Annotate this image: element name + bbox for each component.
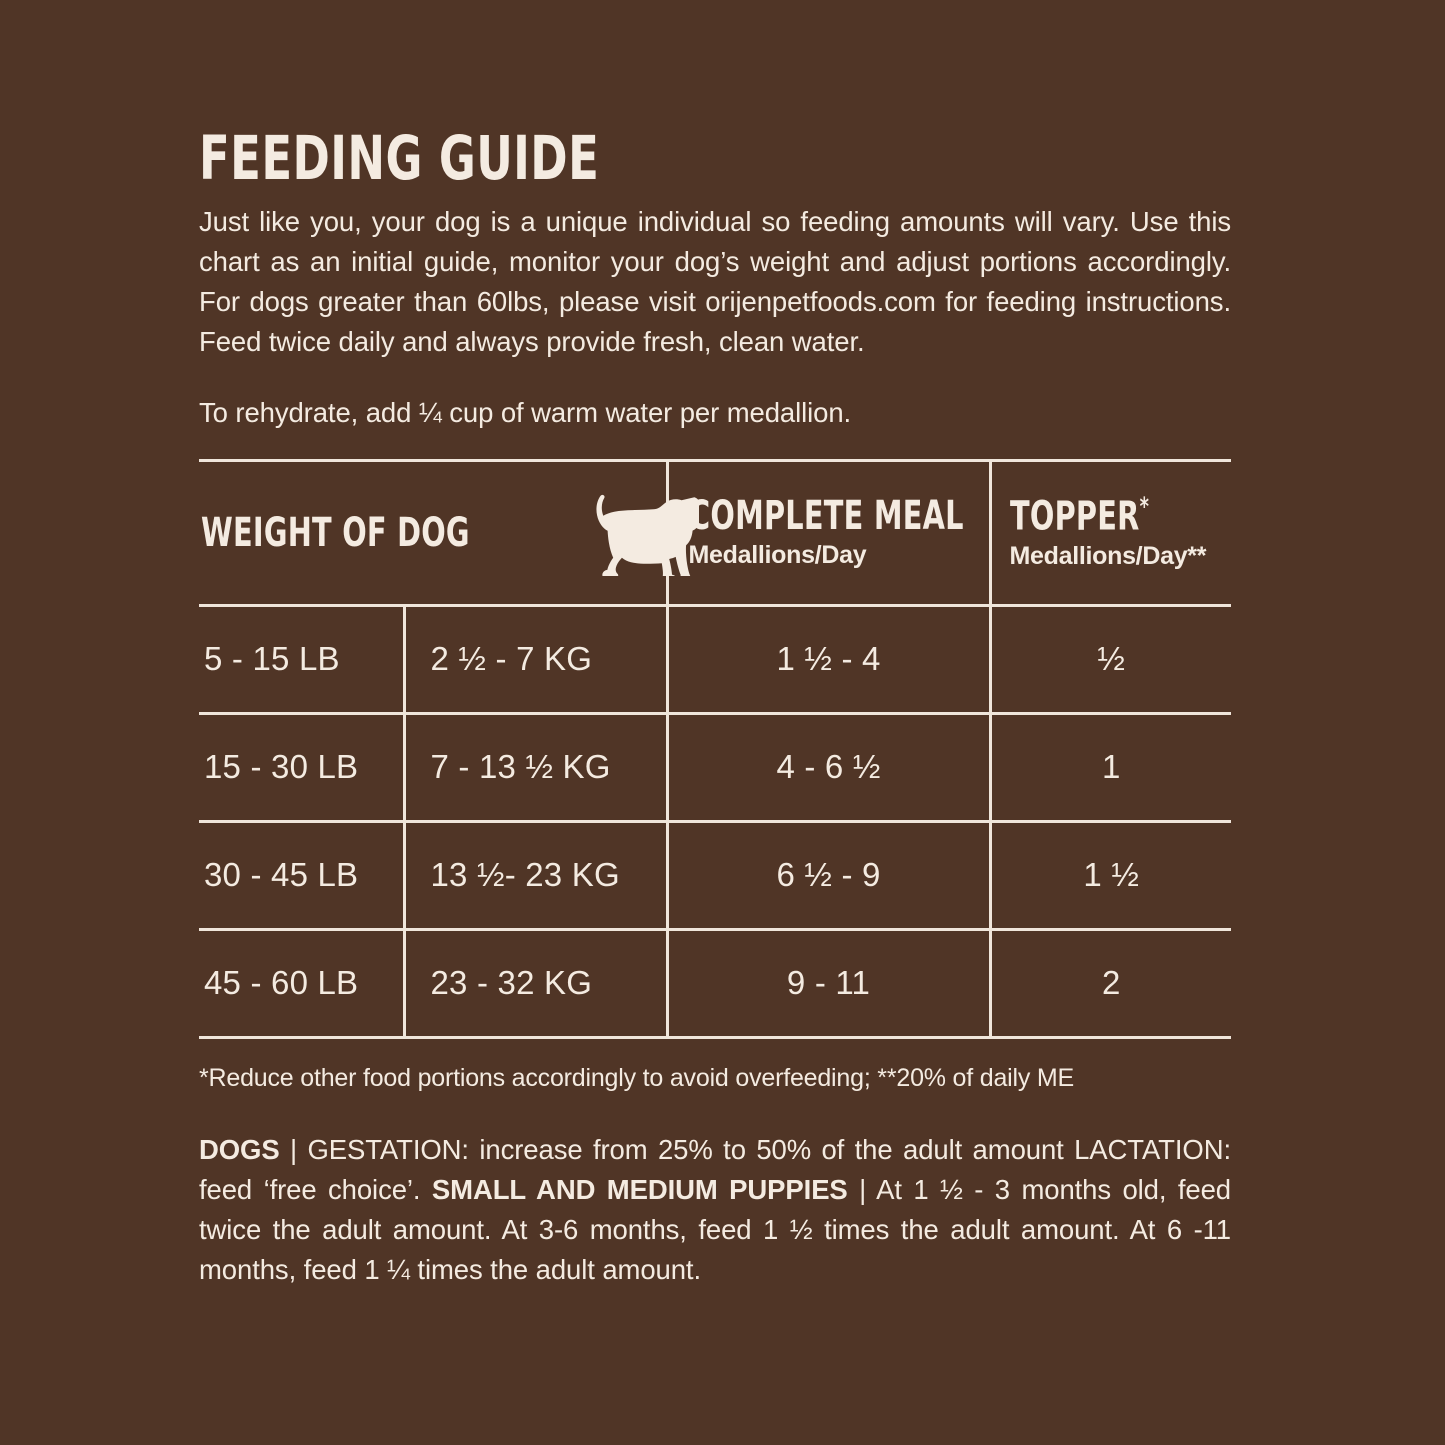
table-head: WEIGHT OF DOG COMPLETE MEAL — [199, 461, 1231, 607]
feeding-table: WEIGHT OF DOG COMPLETE MEAL — [199, 461, 1231, 1036]
cell-topper: ½ — [988, 605, 1231, 715]
cell-topper: 1 — [988, 713, 1231, 823]
dog-silhouette-icon — [567, 494, 707, 584]
puppies-label: SMALL AND MEDIUM PUPPIES — [431, 1173, 848, 1205]
cell-weight-lb: 5 - 15 LB — [199, 605, 404, 715]
header-complete-meal: COMPLETE MEAL Medallions/Day — [665, 461, 990, 607]
cell-complete-meal: 9 - 11 — [665, 929, 990, 1036]
cell-weight-kg: 7 - 13 ½ KG — [402, 713, 667, 823]
dogs-label: DOGS — [199, 1133, 280, 1165]
cell-complete-meal: 4 - 6 ½ — [665, 713, 990, 823]
table-row: 5 - 15 LB 2 ½ - 7 KG 1 ½ - 4 ½ — [199, 605, 1231, 715]
header-topper-asterisk: * — [1139, 492, 1149, 522]
header-topper: TOPPER* Medallions/Day** — [988, 461, 1231, 607]
cell-weight-kg: 23 - 32 KG — [402, 929, 667, 1036]
rehydrate-note: To rehydrate, add ¼ cup of warm water pe… — [199, 396, 852, 428]
cell-weight-kg: 13 ½- 23 KG — [402, 821, 667, 931]
content-container: FEEDING GUIDE Just like you, your dog is… — [199, 123, 1231, 1291]
table-header-row: WEIGHT OF DOG COMPLETE MEAL — [199, 461, 1231, 607]
table-row: 30 - 45 LB 13 ½- 23 KG 6 ½ - 9 1 ½ — [199, 821, 1231, 931]
cell-complete-meal: 6 ½ - 9 — [665, 821, 990, 931]
header-topper-label: TOPPER* — [1010, 492, 1187, 536]
gestation-text: GESTATION: increase from 25% to 50% of t… — [199, 1133, 1231, 1205]
table-row: 45 - 60 LB 23 - 32 KG 9 - 11 2 — [199, 929, 1231, 1036]
cell-topper: 2 — [988, 929, 1231, 1036]
cell-topper: 1 ½ — [988, 821, 1231, 931]
cell-weight-kg: 2 ½ - 7 KG — [402, 605, 667, 715]
header-topper-sublabel: Medallions/Day** — [1009, 541, 1207, 570]
intro-paragraph: Just like you, your dog is a unique indi… — [199, 205, 1231, 358]
table-body: 5 - 15 LB 2 ½ - 7 KG 1 ½ - 4 ½ 15 - 30 L… — [199, 605, 1231, 1036]
table-footnote: *Reduce other food portions accordingly … — [199, 1063, 1075, 1092]
cell-weight-lb: 45 - 60 LB — [204, 964, 359, 1002]
separator-1: | — [279, 1133, 308, 1165]
cell-complete-meal: 1 ½ - 4 — [665, 605, 990, 715]
page-title: FEEDING GUIDE — [199, 123, 600, 194]
table-row: 15 - 30 LB 7 - 13 ½ KG 4 - 6 ½ 1 — [199, 713, 1231, 823]
header-complete-meal-label: COMPLETE MEAL — [688, 492, 964, 539]
feeding-table-wrapper: WEIGHT OF DOG COMPLETE MEAL — [199, 458, 1231, 1039]
cell-weight-lb: 30 - 45 LB — [199, 821, 404, 931]
puppies-text: At 1 ½ - 3 months old, feed twice the ad… — [199, 1173, 1231, 1286]
header-weight-of-dog-label: WEIGHT OF DOG — [201, 509, 470, 556]
cell-weight-lb: 15 - 30 LB — [199, 713, 404, 823]
header-topper-text: TOPPER — [1009, 493, 1140, 540]
header-weight-of-dog: WEIGHT OF DOG — [199, 461, 707, 607]
bottom-feeding-note: DOGS | GESTATION: increase from 25% to 5… — [199, 1130, 1231, 1291]
separator-2: | — [847, 1173, 877, 1205]
header-complete-meal-sublabel: Medallions/Day — [688, 540, 867, 569]
